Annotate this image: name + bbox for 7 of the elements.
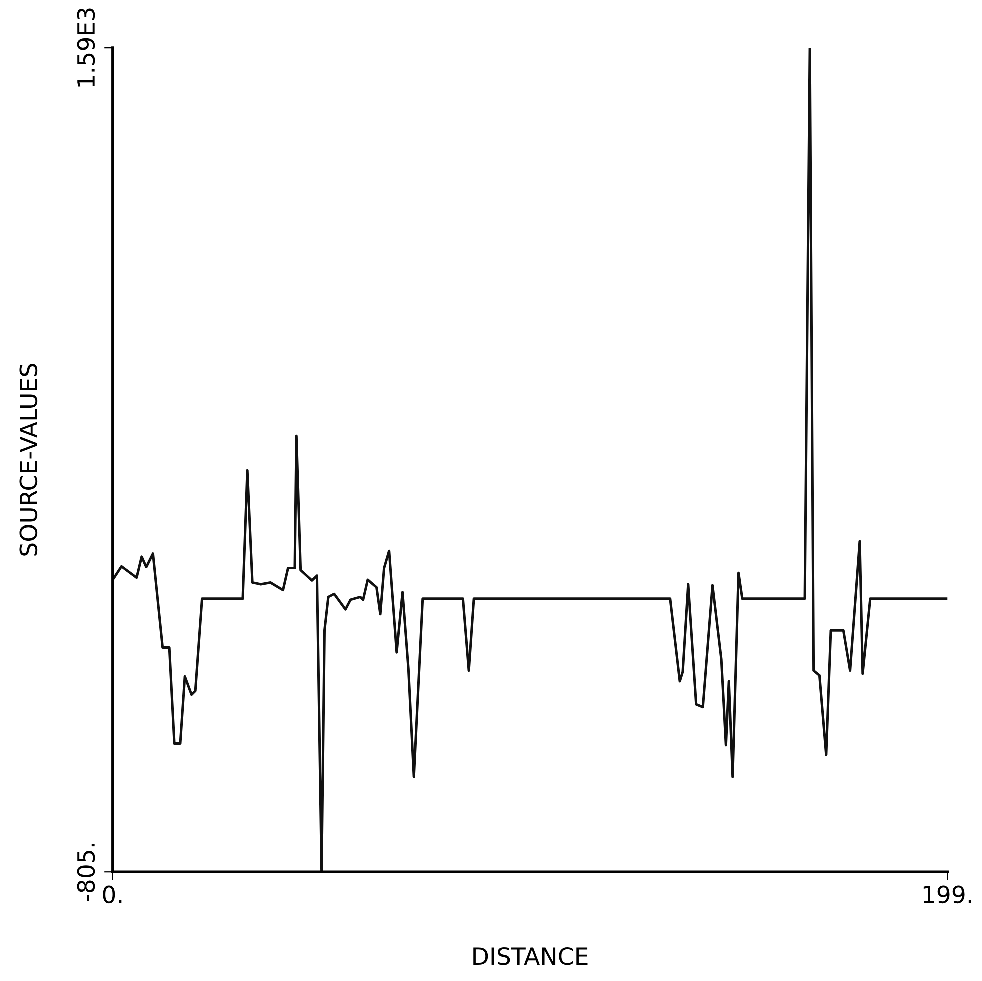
x-axis-title: DISTANCE [474,947,588,966]
y-tick-label: 1.59E3 [77,8,96,87]
x-tick-label: 0. [103,886,122,904]
y-tick-label: -805. [77,844,96,902]
y-axis-title: SOURCE-VALUES [20,364,38,556]
x-tick-label: 199. [924,886,972,904]
line-series [112,48,948,872]
